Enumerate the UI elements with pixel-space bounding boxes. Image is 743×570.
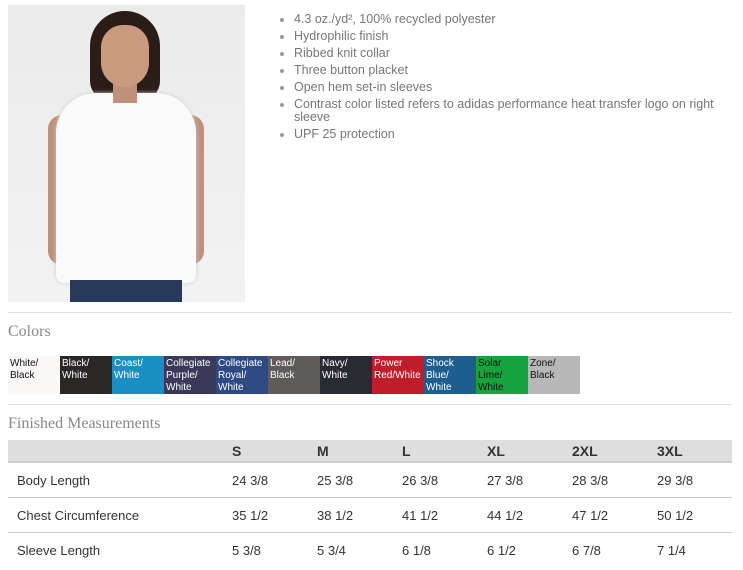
size-header: 2XL	[572, 440, 657, 463]
measurement-cell: 38 1/2	[317, 497, 402, 533]
color-swatch[interactable]: Navy/ White	[320, 356, 372, 394]
color-swatch[interactable]: White/ Black	[8, 356, 60, 394]
size-header: 3XL	[657, 440, 732, 463]
feature-item: UPF 25 protection	[294, 128, 714, 141]
color-swatch[interactable]: Solar Lime/ White	[476, 356, 528, 394]
measurement-cell: 44 1/2	[487, 497, 572, 533]
measurements-title: Finished Measurements	[8, 415, 161, 432]
measurement-cell: 29 3/8	[657, 462, 732, 498]
row-label: Chest Circumference	[8, 497, 232, 533]
feature-item: Contrast color listed refers to adidas p…	[294, 98, 714, 124]
product-photo	[8, 5, 245, 302]
feature-item: Open hem set-in sleeves	[294, 81, 714, 94]
measurement-cell: 5 3/8	[232, 542, 261, 558]
color-swatch[interactable]: Coast/ White	[112, 356, 164, 394]
measurement-cell: 7 1/4	[657, 542, 686, 558]
size-header: L	[402, 440, 487, 463]
divider	[8, 404, 732, 405]
measurement-cell: 24 3/8	[232, 462, 317, 498]
color-swatch[interactable]: Black/ White	[60, 356, 112, 394]
row-label: Body Length	[8, 462, 232, 498]
measurement-cell: 47 1/2	[572, 497, 657, 533]
measurement-cell: 26 3/8	[402, 462, 487, 498]
measurement-cell: 28 3/8	[572, 462, 657, 498]
color-swatch[interactable]: Collegiate Royal/ White	[216, 356, 268, 394]
measurement-cell: 50 1/2	[657, 497, 732, 533]
size-header: XL	[487, 440, 572, 463]
measurements-table: S M L XL 2XL 3XL Body Length 24 3/8 25 3/8 26 3/…	[8, 440, 732, 567]
color-swatch[interactable]: Collegiate Purple/ White	[164, 356, 216, 394]
colors-title: Colors	[8, 323, 51, 340]
feature-item: 4.3 oz./yd², 100% recycled polyester	[294, 13, 714, 26]
measurement-cell: 25 3/8	[317, 462, 402, 498]
color-swatch[interactable]: Power Red/White	[372, 356, 424, 394]
table-row: Sleeve Length 5 3/8 5 3/4 6 1/8 6 1/2 6 7/8 7 …	[8, 533, 732, 568]
feature-item: Ribbed knit collar	[294, 47, 714, 60]
measurement-cell: 27 3/8	[487, 462, 572, 498]
size-header: S	[232, 440, 317, 463]
measurement-cell: 5 3/4	[317, 542, 346, 558]
row-label: Sleeve Length	[17, 542, 101, 558]
measurement-cell: 6 1/8	[402, 542, 431, 558]
measurement-cell: 35 1/2	[232, 497, 317, 533]
measurement-cell: 6 7/8	[572, 542, 601, 558]
feature-list: 4.3 oz./yd², 100% recycled polyester Hydr…	[278, 13, 714, 145]
color-swatch[interactable]: Shock Blue/ White	[424, 356, 476, 394]
color-swatch[interactable]: Lead/ Black	[268, 356, 320, 394]
color-swatch[interactable]: Zone/ Black	[528, 356, 580, 394]
measurement-cell: 6 1/2	[487, 542, 516, 558]
table-row: Chest Circumference 35 1/2 38 1/2 41 1/2 44 …	[8, 497, 732, 533]
feature-item: Three button placket	[294, 64, 714, 77]
table-row: Body Length 24 3/8 25 3/8 26 3/8 27 3/8 28 3/…	[8, 462, 732, 498]
size-header: M	[317, 440, 402, 463]
header-blank	[8, 440, 232, 463]
measurement-cell: 41 1/2	[402, 497, 487, 533]
divider	[8, 312, 732, 313]
feature-item: Hydrophilic finish	[294, 30, 714, 43]
